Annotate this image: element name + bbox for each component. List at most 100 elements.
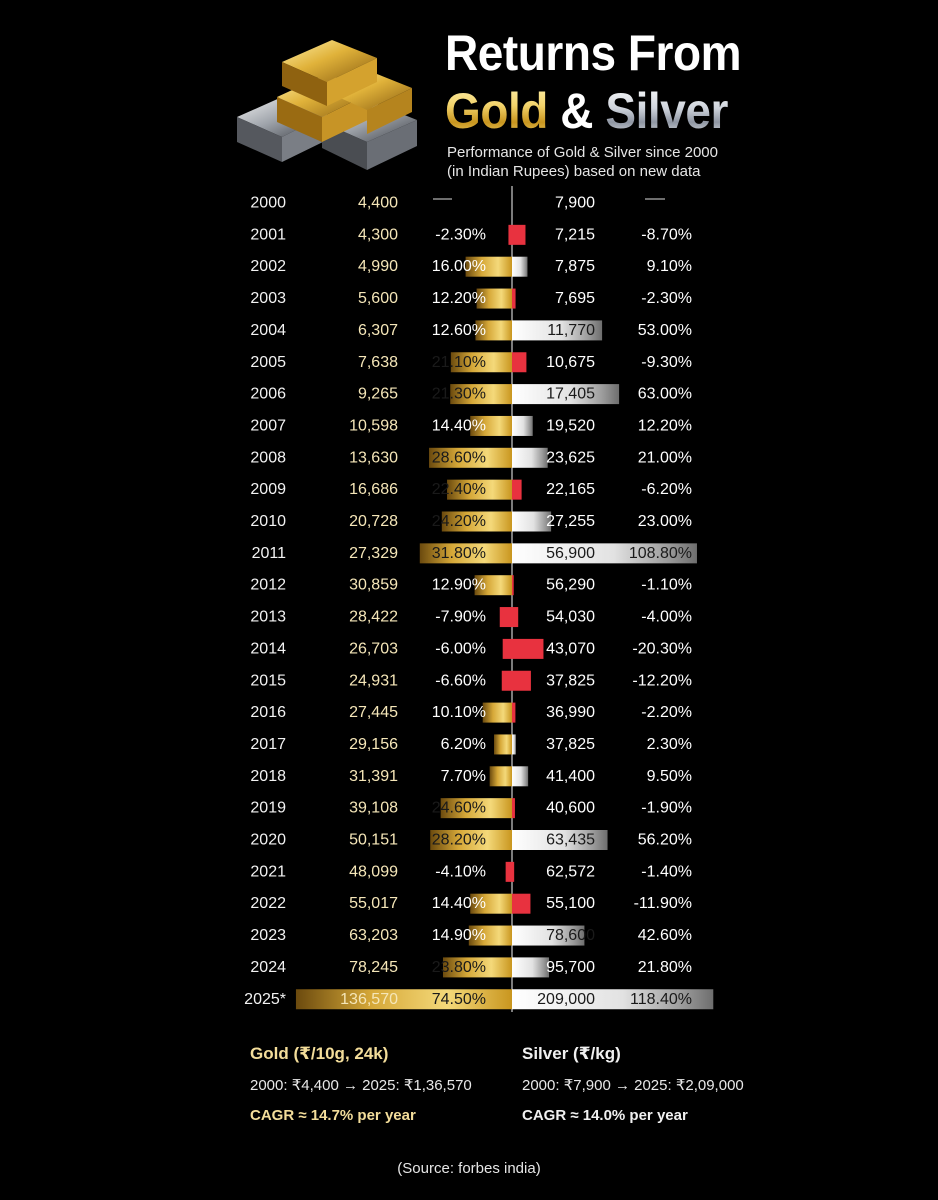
silver-return-bar xyxy=(512,766,529,787)
year-label: 2023 xyxy=(250,927,286,944)
gold-return-bar xyxy=(474,575,512,596)
silver-price: 40,600 xyxy=(546,800,595,817)
silver-price: 209,000 xyxy=(537,991,595,1008)
title-line-2: Gold & Silver xyxy=(445,83,739,139)
gold-price: 13,630 xyxy=(349,449,398,466)
silver-price: 95,700 xyxy=(546,959,595,976)
silver-price: 7,875 xyxy=(555,258,595,275)
year-label: 2007 xyxy=(250,417,286,434)
gold-return-label: 28.20% xyxy=(432,832,486,849)
gold-return-label: 10.10% xyxy=(432,704,486,721)
gold-price: 31,391 xyxy=(349,768,398,785)
silver-return-label: -4.00% xyxy=(641,609,692,626)
gold-summary-range: 2000: ₹4,400 → 2025: ₹1,36,570 xyxy=(250,1077,472,1094)
silver-negative-bar xyxy=(512,638,544,659)
gold-return-bar xyxy=(450,384,512,405)
gold-price: 7,638 xyxy=(358,354,398,371)
gold-return-bar xyxy=(430,830,512,850)
silver-return-bar xyxy=(512,511,552,532)
gold-price: 24,931 xyxy=(349,672,398,689)
gold-return-label: 14.40% xyxy=(432,417,486,434)
silver-price: 17,405 xyxy=(546,386,595,403)
year-label: 2003 xyxy=(250,290,286,307)
gold-return-bar xyxy=(295,989,512,1010)
gold-return-label: -7.90% xyxy=(435,609,486,626)
silver-return-label: 42.60% xyxy=(638,927,692,944)
gold-return-bar xyxy=(475,320,512,341)
title-gold-word: Gold xyxy=(445,83,548,139)
gold-price: 16,686 xyxy=(349,481,398,498)
silver-price: 63,435 xyxy=(546,832,595,849)
silver-price: 27,255 xyxy=(546,513,595,530)
year-label: 2016 xyxy=(250,704,286,721)
gold-return-bar xyxy=(440,798,512,819)
gold-price: 10,598 xyxy=(349,417,398,434)
silver-return-bar xyxy=(512,320,603,341)
gold-price: 50,151 xyxy=(349,832,398,849)
silver-return-label: -2.30% xyxy=(641,290,692,307)
silver-return-label: 56.20% xyxy=(638,832,692,849)
silver-return-label: -9.30% xyxy=(641,354,692,371)
silver-summary-heading: Silver (₹/kg) xyxy=(522,1044,621,1063)
year-label: 2005 xyxy=(250,354,286,371)
silver-return-bar xyxy=(512,957,550,978)
gold-return-label: -6.60% xyxy=(435,672,486,689)
silver-return-bar xyxy=(512,447,548,468)
gold-return-bar xyxy=(419,543,512,564)
gold-price: 20,728 xyxy=(349,513,398,530)
gold-return-label: 12.90% xyxy=(432,577,486,594)
silver-return-label: 9.50% xyxy=(647,768,692,785)
gold-return-label: 14.40% xyxy=(432,895,486,912)
silver-price: 41,400 xyxy=(546,768,595,785)
silver-return-label: -6.20% xyxy=(641,481,692,498)
year-label: 2021 xyxy=(250,863,286,880)
title-ampersand: & xyxy=(560,83,594,139)
gold-summary: Gold (₹/10g, 24k) 2000: ₹4,400 → 2025: ₹… xyxy=(250,1043,472,1124)
gold-price: 4,990 xyxy=(358,258,398,275)
gold-return-bar xyxy=(442,957,512,978)
gold-price: 48,099 xyxy=(349,863,398,880)
silver-price: 22,165 xyxy=(546,481,595,498)
gold-price: 27,445 xyxy=(349,704,398,721)
gold-return-label: 21.10% xyxy=(432,354,486,371)
silver-price: 62,572 xyxy=(546,863,595,880)
gold-return-label: 24.20% xyxy=(432,513,486,530)
silver-return-label: -2.20% xyxy=(641,704,692,721)
silver-price: 56,290 xyxy=(546,577,595,594)
gold-price: 5,600 xyxy=(358,290,398,307)
gold-return-label: 16.00% xyxy=(432,258,486,275)
gold-negative-bar xyxy=(499,607,512,628)
gold-return-bar xyxy=(447,479,512,500)
silver-price: 7,695 xyxy=(555,290,595,307)
silver-return-bar xyxy=(512,734,516,755)
year-label: 2020 xyxy=(250,832,286,849)
gold-return-label: 12.60% xyxy=(432,322,486,339)
gold-return-bar xyxy=(470,893,512,914)
gold-price: 39,108 xyxy=(349,800,398,817)
title: Returns From Gold & Silver xyxy=(445,25,765,139)
silver-price: 78,600 xyxy=(546,927,595,944)
year-label: 2004 xyxy=(250,322,286,339)
silver-negative-bar xyxy=(512,861,515,882)
silver-return-label: -1.10% xyxy=(641,577,692,594)
silver-return-label: -1.40% xyxy=(641,863,692,880)
year-label: 2015 xyxy=(250,672,286,689)
silver-negative-bar xyxy=(512,352,527,373)
silver-return-bar xyxy=(512,415,533,436)
silver-price: 36,990 xyxy=(546,704,595,721)
silver-price: 37,825 xyxy=(546,736,595,753)
gold-return-bar xyxy=(450,352,512,373)
silver-return-label: -1.90% xyxy=(641,800,692,817)
gold-price: 136,570 xyxy=(340,991,398,1008)
subtitle-line-2: (in Indian Rupees) based on new data xyxy=(447,163,701,180)
gold-return-label: 6.20% xyxy=(441,736,486,753)
silver-price: 43,070 xyxy=(546,640,595,657)
year-label: 2002 xyxy=(250,258,286,275)
gold-negative-bar xyxy=(505,861,512,882)
silver-summary-range: 2000: ₹7,900 → 2025: ₹2,09,000 xyxy=(522,1077,744,1094)
gold-summary-cagr: CAGR ≈ 14.7% per year xyxy=(250,1107,416,1124)
silver-return-label: 63.00% xyxy=(638,386,692,403)
silver-return-label: 12.20% xyxy=(638,417,692,434)
gold-price: 6,307 xyxy=(358,322,398,339)
gold-return-bar xyxy=(470,415,512,436)
